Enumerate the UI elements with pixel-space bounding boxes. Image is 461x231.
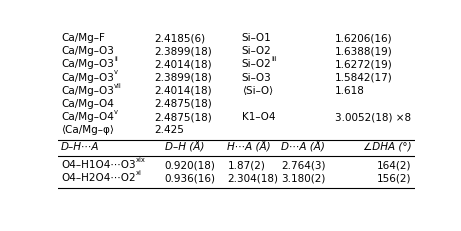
Text: 1.6206(16): 1.6206(16) <box>335 33 392 43</box>
Text: Si–O2: Si–O2 <box>242 59 272 69</box>
Text: D⋯A (Å): D⋯A (Å) <box>281 142 325 153</box>
Text: xix: xix <box>136 157 146 163</box>
Text: 2.425: 2.425 <box>154 125 184 135</box>
Text: iii: iii <box>272 56 277 62</box>
Text: Si–O1: Si–O1 <box>242 33 272 43</box>
Text: 2.4014(18): 2.4014(18) <box>154 86 212 96</box>
Text: Si–O3: Si–O3 <box>242 73 272 82</box>
Text: D–H⋯A: D–H⋯A <box>61 142 100 152</box>
Text: 1.6388(19): 1.6388(19) <box>335 46 392 56</box>
Text: Si–O2: Si–O2 <box>242 46 272 56</box>
Text: D–H (Å): D–H (Å) <box>165 142 204 153</box>
Text: ii: ii <box>114 56 118 62</box>
Text: Ca/Mg–F: Ca/Mg–F <box>61 33 105 43</box>
Text: O4–H1O4⋯O3: O4–H1O4⋯O3 <box>61 160 136 170</box>
Text: Ca/Mg–O3: Ca/Mg–O3 <box>61 46 114 56</box>
Text: 1.618: 1.618 <box>335 86 364 96</box>
Text: ⟨Ca/Mg–φ⟩: ⟨Ca/Mg–φ⟩ <box>61 125 114 135</box>
Text: O4–H2O4⋯O2: O4–H2O4⋯O2 <box>61 173 136 183</box>
Text: 1.6272(19): 1.6272(19) <box>335 59 392 69</box>
Text: H⋯A (Å): H⋯A (Å) <box>227 142 271 153</box>
Text: 2.764(3): 2.764(3) <box>281 160 325 170</box>
Text: ⟨Si–O⟩: ⟨Si–O⟩ <box>242 86 273 96</box>
Text: 1.87(2): 1.87(2) <box>227 160 265 170</box>
Text: vii: vii <box>114 82 122 88</box>
Text: Ca/Mg–O4: Ca/Mg–O4 <box>61 99 114 109</box>
Text: 2.4875(18): 2.4875(18) <box>154 99 212 109</box>
Text: v: v <box>114 69 118 75</box>
Text: Ca/Mg–O3: Ca/Mg–O3 <box>61 73 114 82</box>
Text: 0.936(16): 0.936(16) <box>165 173 216 183</box>
Text: 0.920(18): 0.920(18) <box>165 160 216 170</box>
Text: 2.3899(18): 2.3899(18) <box>154 46 212 56</box>
Text: 3.180(2): 3.180(2) <box>281 173 325 183</box>
Text: 2.4185(6): 2.4185(6) <box>154 33 205 43</box>
Text: 2.4875(18): 2.4875(18) <box>154 112 212 122</box>
Text: Ca/Mg–O3: Ca/Mg–O3 <box>61 59 114 69</box>
Text: Ca/Mg–O3: Ca/Mg–O3 <box>61 86 114 96</box>
Text: 1.5842(17): 1.5842(17) <box>335 73 392 82</box>
Text: 3.0052(18) ×8: 3.0052(18) ×8 <box>335 112 411 122</box>
Text: ∠DHA (°): ∠DHA (°) <box>363 142 411 152</box>
Text: 164(2): 164(2) <box>377 160 411 170</box>
Text: 2.3899(18): 2.3899(18) <box>154 73 212 82</box>
Text: 2.4014(18): 2.4014(18) <box>154 59 212 69</box>
Text: v: v <box>114 109 118 115</box>
Text: Ca/Mg–O4: Ca/Mg–O4 <box>61 112 114 122</box>
Text: K1–O4: K1–O4 <box>242 112 275 122</box>
Text: xi: xi <box>136 170 142 176</box>
Text: 156(2): 156(2) <box>377 173 411 183</box>
Text: 2.304(18): 2.304(18) <box>227 173 278 183</box>
